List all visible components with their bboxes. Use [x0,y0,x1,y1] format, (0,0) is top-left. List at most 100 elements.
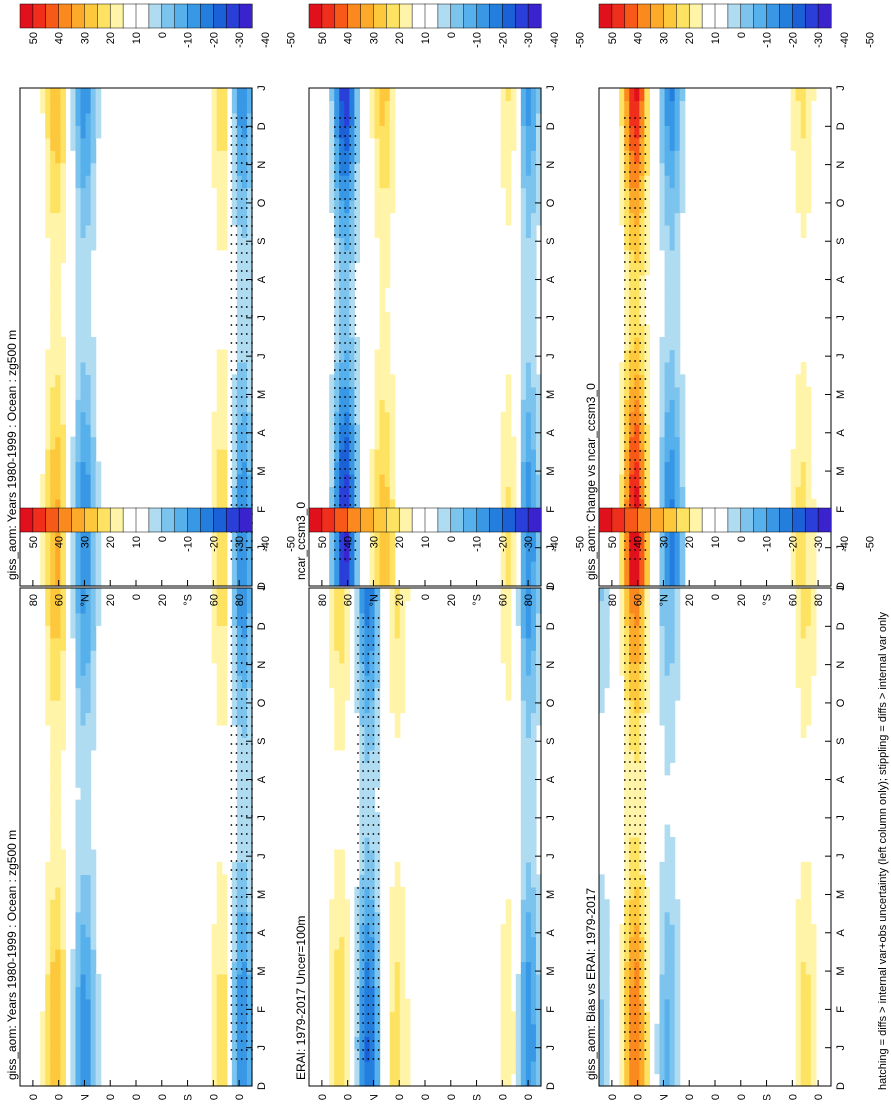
field-cell [222,974,228,987]
stipple-dot [367,842,369,844]
field-cell [629,374,635,387]
stipple-dot [357,716,359,718]
field-cell [624,700,630,713]
field-cell [400,924,406,937]
stipple-dot [241,198,243,200]
field-cell [222,424,228,437]
stipple-dot [246,117,248,119]
field-cell [91,713,97,726]
field-cell [70,986,76,999]
stipple-dot [634,414,636,416]
stipple-dot [231,270,233,272]
stipple-dot [344,198,346,200]
stipple-dot [241,869,243,871]
field-cell [81,625,87,638]
x-tick-label: D [256,582,268,590]
field-cell [405,999,411,1012]
field-cell [675,125,681,138]
field-cell [86,688,92,701]
field-cell [521,974,527,987]
y-tick-label: 80 [28,594,40,606]
stipple-dot [355,225,357,227]
field-cell [222,912,228,925]
field-cell [806,688,812,701]
field-cell [60,163,66,176]
stipple-dot [639,315,641,317]
stipple-dot [362,1031,364,1033]
field-cell [55,750,61,763]
field-cell [329,536,335,549]
stipple-dot [645,180,647,182]
stipple-dot [378,1013,380,1015]
field-cell [506,924,512,937]
stipple-dot [624,959,626,961]
stipple-dot [339,243,341,245]
field-cell [665,713,671,726]
field-cell [796,912,802,925]
stipple-dot [231,162,233,164]
stipple-dot [344,279,346,281]
field-cell [96,486,102,499]
field-cell [344,924,350,937]
field-cell [222,213,228,226]
field-cell [670,387,676,400]
field-cell [370,713,376,726]
field-cell [629,962,635,975]
field-cell [344,1024,350,1037]
field-cell [624,374,630,387]
field-cell [639,437,645,450]
field-cell [801,138,807,151]
field-cell [354,474,360,487]
stipple-dot [241,405,243,407]
stipple-dot [378,797,380,799]
field-cell [526,713,532,726]
field-cell [242,462,248,475]
field-cell [531,737,537,750]
field-cell [50,474,56,487]
field-cell [806,486,812,499]
field-cell [791,462,797,475]
field-cell [521,812,527,825]
field-cell [354,200,360,213]
field-cell [81,700,87,713]
field-cell [385,163,391,176]
field-cell [55,775,61,788]
field-cell [390,100,396,113]
field-cell [55,237,61,250]
field-cell [91,737,97,750]
field-cell [806,100,812,113]
field-cell [60,650,66,663]
stipple-dot [241,1058,243,1060]
stipple-dot [624,689,626,691]
field-cell [644,462,650,475]
stipple-dot [339,117,341,119]
field-cell [506,424,512,437]
field-cell [380,549,386,562]
field-cell [390,88,396,101]
field-cell [644,163,650,176]
field-cell [670,924,676,937]
field-cell [639,312,645,325]
stipple-dot [624,153,626,155]
stipple-dot [629,779,631,781]
field-cell [91,449,97,462]
field-cell [75,275,81,288]
field-cell [217,937,223,950]
field-cell [811,625,817,638]
field-cell [81,449,87,462]
field-cell [55,412,61,425]
field-cell [675,113,681,126]
field-cell [212,1036,218,1049]
field-cell [506,675,512,688]
stipple-dot [634,378,636,380]
field-cell [60,462,66,475]
field-cell [811,88,817,101]
stipple-dot [357,932,359,934]
field-cell [791,449,797,462]
field-cell [40,536,46,549]
field-cell [670,1049,676,1062]
field-cell [354,974,360,987]
stipple-dot [241,261,243,263]
field-cell [385,213,391,226]
stipple-dot [246,635,248,637]
